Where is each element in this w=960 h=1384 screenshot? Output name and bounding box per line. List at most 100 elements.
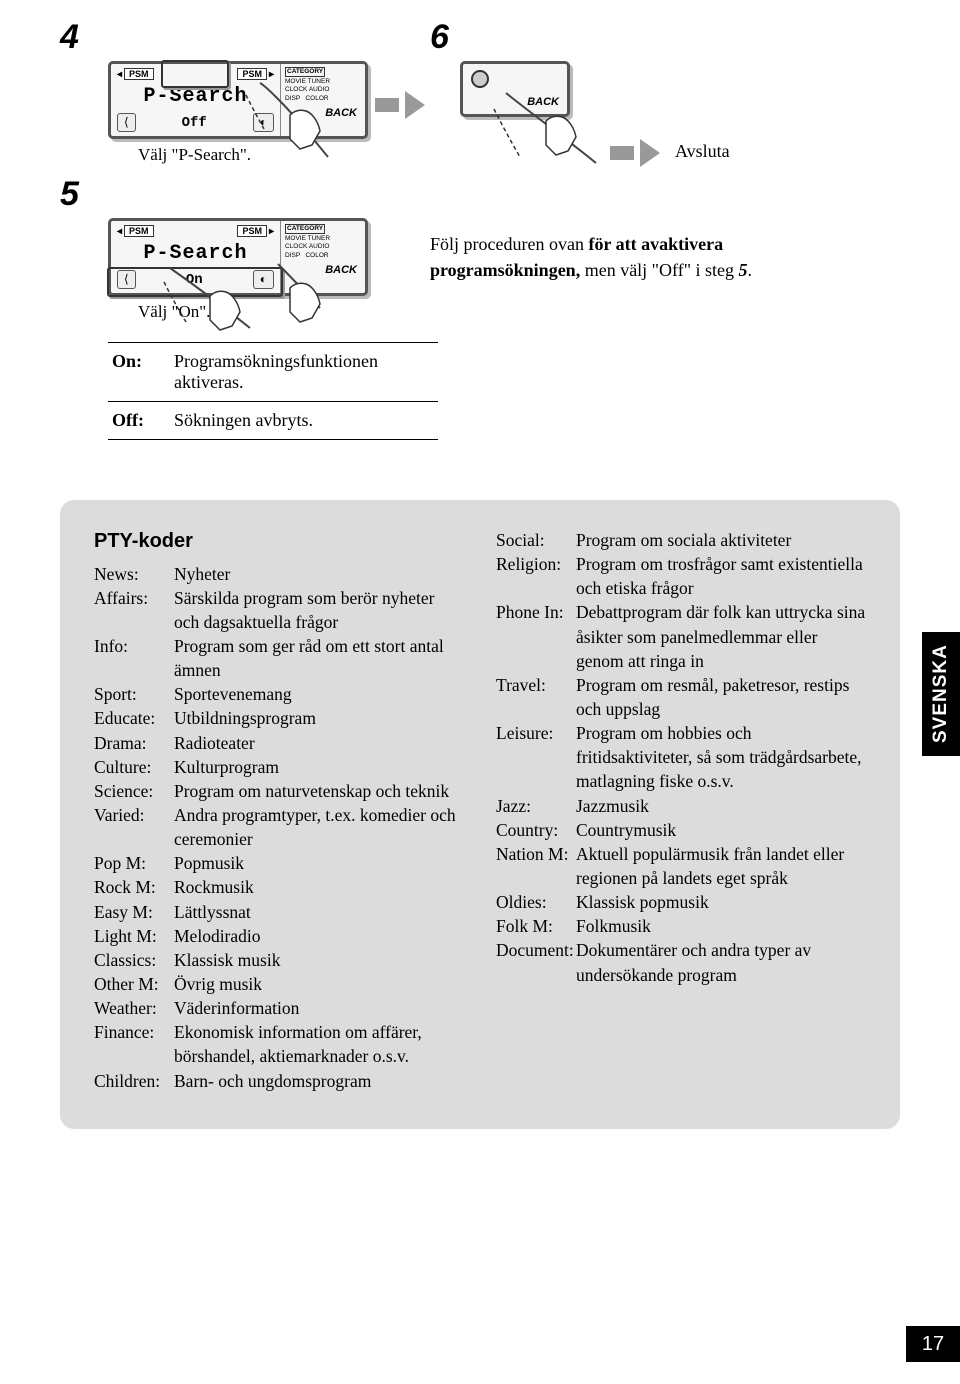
pty-value: Program om naturvetenskap och teknik	[174, 779, 449, 803]
step-4-number: 4	[60, 18, 390, 57]
pty-item: Light M:Melodiradio	[94, 924, 464, 948]
next-button-icon: ◐	[253, 113, 274, 132]
step-6-number: 6	[430, 18, 860, 57]
pty-key: Affairs:	[94, 586, 174, 634]
pty-value: Radioteater	[174, 731, 255, 755]
pty-key: Science:	[94, 779, 174, 803]
pty-value: Ekonomisk information om affärer, börsha…	[174, 1020, 464, 1068]
pty-item: News:Nyheter	[94, 562, 464, 586]
pty-item: Easy M:Lättlyssnat	[94, 900, 464, 924]
pty-key: Info:	[94, 634, 174, 682]
pty-value: Jazzmusik	[576, 794, 649, 818]
pty-item: Science:Program om naturvetenskap och te…	[94, 779, 464, 803]
pty-item: Folk M:Folkmusik	[496, 914, 866, 938]
pty-key: Drama:	[94, 731, 174, 755]
on-desc: Programsökningsfunktionen aktiveras.	[174, 351, 434, 393]
pty-key: Jazz:	[496, 794, 576, 818]
prev-button-icon: ⟨	[117, 113, 136, 132]
pty-item: Document:Dokumentärer och andra typer av…	[496, 938, 866, 986]
pty-value: Andra programtyper, t.ex. komedier och c…	[174, 803, 464, 851]
back-button-display: BACK	[460, 61, 570, 117]
pty-value: Popmusik	[174, 851, 244, 875]
pty-item: Jazz:Jazzmusik	[496, 794, 866, 818]
pty-item: Sport:Sportevenemang	[94, 682, 464, 706]
pty-item: Children:Barn- och ungdomsprogram	[94, 1069, 464, 1093]
pty-item: Finance:Ekonomisk information om affärer…	[94, 1020, 464, 1068]
pty-value: Övrig musik	[174, 972, 262, 996]
pty-key: Country:	[496, 818, 576, 842]
pty-item: Culture:Kulturprogram	[94, 755, 464, 779]
pty-item: Weather:Väderinformation	[94, 996, 464, 1020]
pty-item: Drama:Radioteater	[94, 731, 464, 755]
avsluta-label: Avsluta	[610, 139, 860, 167]
pty-item: Educate:Utbildningsprogram	[94, 706, 464, 730]
pty-key: Educate:	[94, 706, 174, 730]
pty-value: Klassisk musik	[174, 948, 280, 972]
pty-key: Classics:	[94, 948, 174, 972]
pty-key: Nation M:	[496, 842, 576, 890]
pty-key: Phone In:	[496, 600, 576, 672]
pty-value: Rockmusik	[174, 875, 254, 899]
pty-value: Kulturprogram	[174, 755, 279, 779]
back-circle-icon	[471, 70, 489, 88]
steps-left-column: 4 ◂PSM PSM▸ P-Search ⟨ Off ◐	[60, 18, 390, 440]
pty-value: Väderinformation	[174, 996, 299, 1020]
lcd-screen-step4: ◂PSM PSM▸ P-Search ⟨ Off ◐ CATEGORY MOVI…	[108, 61, 368, 139]
pty-value: Utbildningsprogram	[174, 706, 316, 730]
pty-key: Leisure:	[496, 721, 576, 793]
pty-item: Oldies:Klassisk popmusik	[496, 890, 866, 914]
pty-right-list: Social:Program om sociala aktiviteterRel…	[496, 528, 866, 987]
pty-key: News:	[94, 562, 174, 586]
lcd-screen-step5: ◂PSM PSM▸ P-Search ⟨ On ◐ CATEGORY MOVIE…	[108, 218, 368, 296]
pty-key: Pop M:	[94, 851, 174, 875]
pty-key: Folk M:	[496, 914, 576, 938]
off-key: Off:	[112, 410, 174, 431]
pty-key: Other M:	[94, 972, 174, 996]
off-desc: Sökningen avbryts.	[174, 410, 434, 431]
pty-value: Klassisk popmusik	[576, 890, 709, 914]
pty-item: Info:Program som ger råd om ett stort an…	[94, 634, 464, 682]
pty-left-list: News:NyheterAffairs:Särskilda program so…	[94, 562, 464, 1093]
language-tab: SVENSKA	[922, 632, 960, 756]
pty-key: Document:	[496, 938, 576, 986]
pty-item: Country:Countrymusik	[496, 818, 866, 842]
pty-key: Light M:	[94, 924, 174, 948]
pty-value: Folkmusik	[576, 914, 651, 938]
pty-item: Leisure:Program om hobbies och fritidsak…	[496, 721, 866, 793]
pty-key: Social:	[496, 528, 576, 552]
pty-value: Program om sociala aktiviteter	[576, 528, 791, 552]
pty-key: Children:	[94, 1069, 174, 1093]
pty-value: Program om hobbies och fritidsaktivitete…	[576, 721, 866, 793]
pty-item: Pop M:Popmusik	[94, 851, 464, 875]
pty-key: Sport:	[94, 682, 174, 706]
pty-key: Religion:	[496, 552, 576, 600]
pty-value: Program om trosfrågor samt existentiella…	[576, 552, 866, 600]
arrow-icon	[375, 98, 399, 112]
pty-value: Sportevenemang	[174, 682, 292, 706]
pty-key: Travel:	[496, 673, 576, 721]
arrow-head-icon	[405, 91, 425, 119]
pty-key: Oldies:	[496, 890, 576, 914]
step-4-caption: Välj "P-Search".	[138, 145, 390, 165]
pty-item: Other M:Övrig musik	[94, 972, 464, 996]
pty-item: Social:Program om sociala aktiviteter	[496, 528, 866, 552]
pty-item: Nation M:Aktuell populärmusik från lande…	[496, 842, 866, 890]
steps-right-column: 6 BACK Avsluta Följ proceduren ovan för …	[430, 18, 860, 440]
step-5-caption: Välj "On".	[138, 302, 390, 322]
pty-item: Travel:Program om resmål, paketresor, re…	[496, 673, 866, 721]
pty-value: Barn- och ungdomsprogram	[174, 1069, 371, 1093]
pty-value: Countrymusik	[576, 818, 676, 842]
pty-value: Särskilda program som berör nyheter och …	[174, 586, 464, 634]
pty-value: Lättlyssnat	[174, 900, 251, 924]
on-key: On:	[112, 351, 174, 393]
pty-value: Program om resmål, paketresor, restips o…	[576, 673, 866, 721]
pty-item: Classics:Klassisk musik	[94, 948, 464, 972]
step-5-number: 5	[60, 175, 390, 214]
page-number: 17	[906, 1326, 960, 1362]
pty-value: Program som ger råd om ett stort antal ä…	[174, 634, 464, 682]
pty-key: Weather:	[94, 996, 174, 1020]
pty-item: Religion:Program om trosfrågor samt exis…	[496, 552, 866, 600]
pty-value: Debattprogram där folk kan uttrycka sina…	[576, 600, 866, 672]
pty-value: Aktuell populärmusik från landet eller r…	[576, 842, 866, 890]
pty-key: Varied:	[94, 803, 174, 851]
